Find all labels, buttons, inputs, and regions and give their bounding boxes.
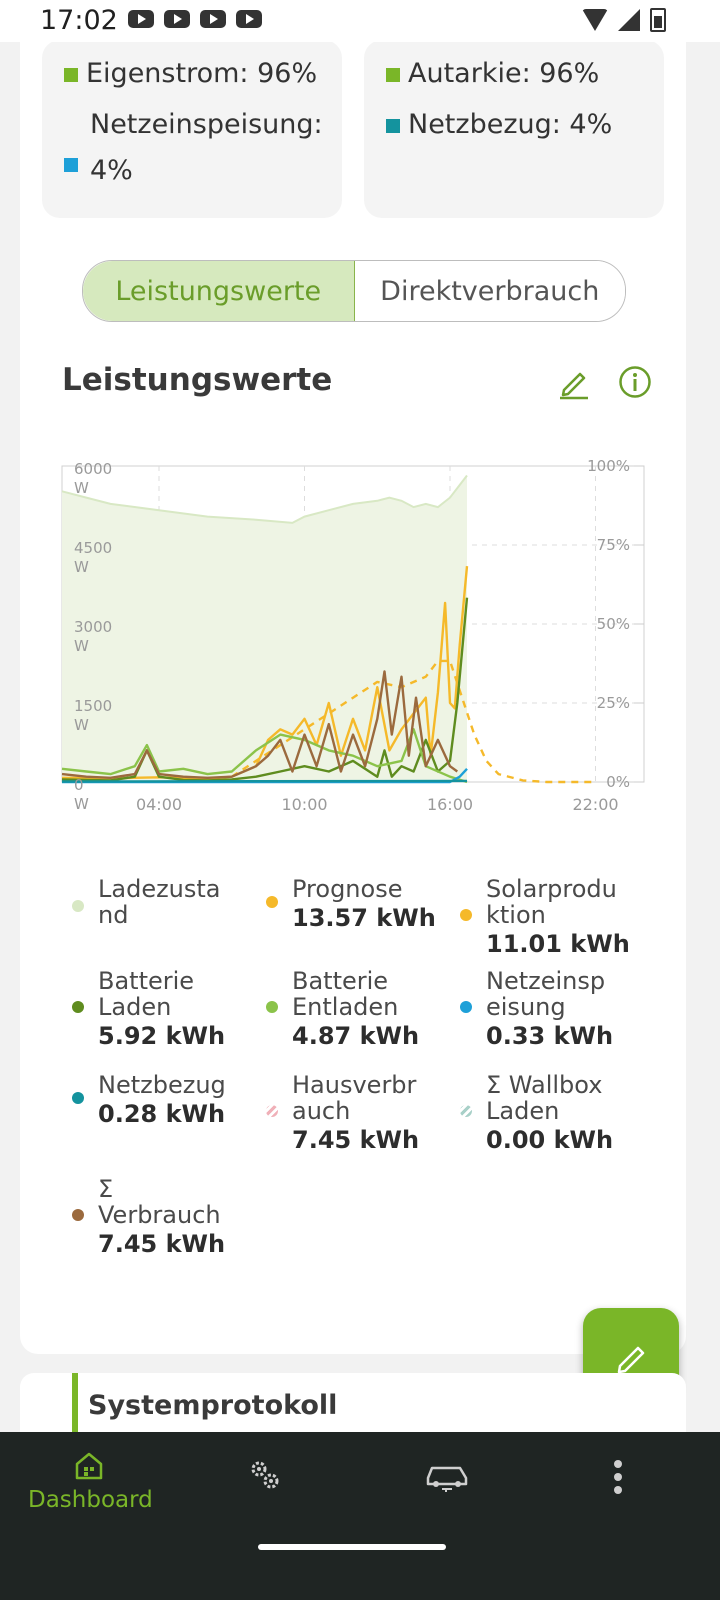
- tab-leistungswerte[interactable]: Leistungswerte: [83, 261, 355, 321]
- y-left-tick-unit: W: [74, 795, 89, 813]
- nav-dashboard-label: Dashboard: [28, 1487, 153, 1513]
- legend-name: Σ Verbrauch: [98, 1175, 221, 1229]
- series-line-7: [61, 670, 459, 779]
- youtube-icon: [236, 10, 262, 28]
- y-left-tick-label: 0: [74, 776, 84, 794]
- notification-icons: [128, 10, 262, 28]
- battery-icon: [650, 8, 666, 32]
- y-right-tick-label: 25%: [597, 694, 630, 712]
- more-vertical-icon: [614, 1460, 622, 1494]
- status-bar: 17:02: [0, 0, 720, 42]
- legend-value: 7.45 kWh: [292, 1126, 420, 1154]
- y-right-tick-label: 75%: [597, 536, 630, 554]
- nav-dashboard[interactable]: Dashboard: [0, 1432, 180, 1532]
- y-right-tick-label: 50%: [597, 615, 630, 633]
- series-area-ladezustand: [62, 475, 467, 782]
- youtube-icon: [128, 10, 154, 28]
- teal-square-icon: [386, 118, 400, 133]
- blue-square-icon: [64, 158, 78, 172]
- y-right-tick-label: 100%: [587, 457, 630, 475]
- nav-more[interactable]: [590, 1432, 650, 1532]
- legend-name: Solarprodu ktion: [486, 875, 617, 929]
- y-left-tick-unit: W: [74, 479, 89, 497]
- legend-value: 13.57 kWh: [292, 904, 436, 932]
- green-square-icon: [386, 67, 400, 82]
- y-left-tick-label: 3000: [74, 618, 112, 636]
- legend-dot-icon: [460, 1105, 472, 1117]
- summary-netzbezug: Netzbezug: 4%: [386, 102, 612, 148]
- legend-name: Prognose: [292, 875, 403, 903]
- power-chart: 0 W 1500 W 3000 W 4500 W 6000 W 0% 25% 50% 75% 100% 04:…: [40, 450, 670, 830]
- summary-eigenstrom: Eigenstrom: 96%: [64, 58, 317, 89]
- gears-icon: [251, 1461, 279, 1489]
- series-line-6: [61, 779, 468, 783]
- summary-left-box: Eigenstrom: 96% Netzeinspeisung: 4%: [42, 40, 342, 218]
- nav-wallbox[interactable]: [410, 1432, 490, 1532]
- summary-right-box: Autarkie: 96% Netzbezug: 4%: [364, 40, 664, 218]
- legend-value: 5.92 kWh: [98, 1022, 226, 1050]
- y-left-tick-unit: W: [74, 716, 89, 734]
- legend-dot-icon: [266, 1001, 278, 1013]
- legend-dot-icon: [72, 1001, 84, 1013]
- tab-direktverbrauch[interactable]: Direktverbrauch: [354, 261, 625, 321]
- y-left-tick-label: 1500: [74, 697, 112, 715]
- series-line-ladezustand: [61, 474, 468, 524]
- legend-dot-icon: [72, 900, 84, 912]
- summary-autarkie: Autarkie: 96%: [386, 58, 599, 89]
- home-icon: [75, 1452, 103, 1480]
- legend-name: Σ Wallbox Laden: [486, 1071, 603, 1125]
- gesture-home-bar[interactable]: [258, 1544, 446, 1550]
- series-line-1: [231, 659, 596, 784]
- legend-value: 4.87 kWh: [292, 1022, 420, 1050]
- wifi-icon: [582, 9, 608, 31]
- legend-dot-icon: [72, 1209, 84, 1221]
- legend-dot-icon: [460, 1001, 472, 1013]
- view-toggle: Leistungswerte Direktverbrauch: [82, 260, 626, 322]
- bottom-navigation: Dashboard: [0, 1432, 720, 1600]
- y-right-tick-label: 0%: [606, 773, 630, 791]
- y-left-tick-unit: W: [74, 558, 89, 576]
- legend-value: 11.01 kWh: [486, 930, 630, 958]
- green-square-icon: [64, 67, 78, 82]
- legend-name: Hausverbr auch: [292, 1071, 417, 1125]
- power-chart-svg: 0W1500W3000W4500W6000W0%25%50%75%100%04:…: [61, 457, 645, 814]
- accent-bar: [72, 1373, 78, 1433]
- legend-name: Batterie Entladen: [292, 967, 399, 1021]
- y-left-tick-label: 4500: [74, 539, 112, 557]
- legend-dot-icon: [72, 1092, 84, 1104]
- x-tick-label: 22:00: [572, 795, 618, 814]
- legend-dot-icon: [266, 896, 278, 908]
- summary-netzeinspeisung: Netzeinspeisung: 4%: [64, 102, 334, 194]
- legend-name: Netzbezug: [98, 1071, 226, 1099]
- y-left-tick-unit: W: [74, 637, 89, 655]
- system-log-title: Systemprotokoll: [88, 1390, 338, 1421]
- nav-settings[interactable]: [230, 1432, 310, 1532]
- legend-value: 0.00 kWh: [486, 1126, 614, 1154]
- legend-name: Netzeinsp eisung: [486, 967, 606, 1021]
- x-tick-label: 16:00: [427, 795, 473, 814]
- youtube-icon: [164, 10, 190, 28]
- youtube-icon: [200, 10, 226, 28]
- signal-icon: [618, 9, 640, 31]
- x-tick-label: 04:00: [136, 795, 182, 814]
- legend-value: 0.28 kWh: [98, 1100, 226, 1128]
- y-left-tick-label: 6000: [74, 460, 112, 478]
- pencil-icon[interactable]: [556, 364, 592, 400]
- car-charging-icon: [426, 1466, 468, 1492]
- x-tick-label: 10:00: [281, 795, 327, 814]
- status-time: 17:02: [40, 5, 118, 36]
- legend-value: 7.45 kWh: [98, 1230, 226, 1258]
- legend-name: Ladezusta nd: [98, 875, 221, 929]
- legend-value: 0.33 kWh: [486, 1022, 614, 1050]
- info-icon[interactable]: [617, 364, 653, 400]
- legend-name: Batterie Laden: [98, 967, 195, 1021]
- legend-dot-icon: [266, 1105, 278, 1117]
- section-title: Leistungswerte: [62, 362, 333, 398]
- legend-dot-icon: [460, 909, 472, 921]
